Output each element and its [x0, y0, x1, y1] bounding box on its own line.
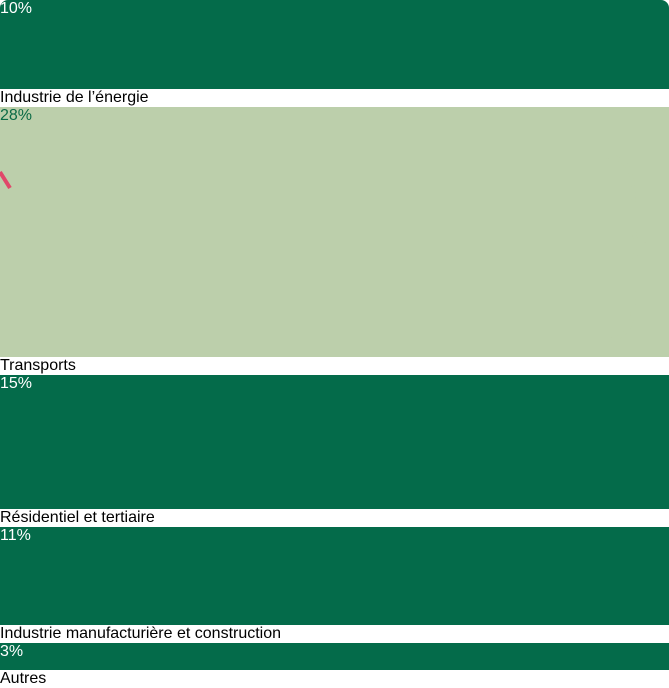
arrow-fragment — [0, 170, 12, 190]
bar-segment: 10% — [0, 0, 669, 90]
category-label: Transports — [0, 357, 76, 375]
bar-segment: 28% — [0, 107, 669, 358]
category-label: Résidentiel et tertiaire — [0, 509, 155, 527]
bar-segment: 3% — [0, 643, 669, 670]
value-label: 28% — [0, 107, 33, 125]
category-label: Industrie de l’énergie — [0, 89, 149, 107]
category-label: Industrie manufacturière et construction — [0, 625, 282, 643]
value-label: 11% — [0, 527, 31, 545]
value-label: 15% — [0, 375, 33, 393]
value-label: 10% — [0, 0, 33, 17]
bar-segment: 11% — [0, 527, 669, 626]
category-label: Autres — [0, 669, 47, 687]
bar-segment: 15% — [0, 375, 669, 510]
decor — [0, 154, 651, 342]
brace — [603, 154, 651, 342]
